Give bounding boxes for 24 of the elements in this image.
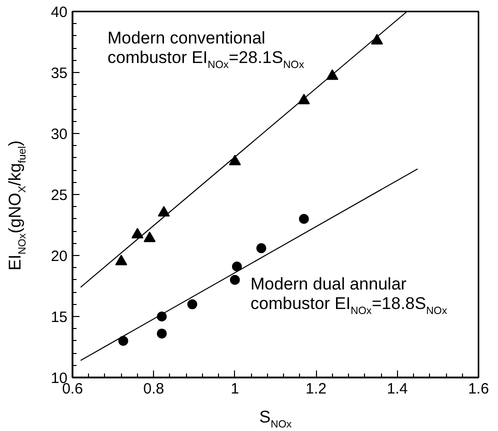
y-axis-title: EINOx(gNOX/kgfuel) xyxy=(6,140,28,271)
y-tick-label: 30 xyxy=(50,126,68,143)
x-tick-label: 1.4 xyxy=(386,380,408,398)
point xyxy=(256,243,266,254)
y-tick-label: 40 xyxy=(50,4,68,21)
y-tick-label: 25 xyxy=(50,187,68,204)
point xyxy=(298,214,309,224)
x-tick-label: 1.2 xyxy=(306,380,327,398)
y-tick-label: 15 xyxy=(50,309,68,326)
point xyxy=(230,274,240,285)
x-tick-label: 0.8 xyxy=(143,380,164,398)
point xyxy=(232,261,242,272)
y-tick-label: 20 xyxy=(50,248,68,265)
point xyxy=(158,206,170,216)
point xyxy=(118,336,128,346)
point xyxy=(144,232,156,242)
point xyxy=(156,328,167,339)
point xyxy=(187,299,198,310)
x-tick-label: 1.6 xyxy=(468,380,489,398)
y-tick-label: 35 xyxy=(50,65,68,82)
point xyxy=(115,254,128,266)
x-tick-label: 1 xyxy=(230,380,240,398)
point xyxy=(371,34,383,44)
point xyxy=(131,228,144,238)
